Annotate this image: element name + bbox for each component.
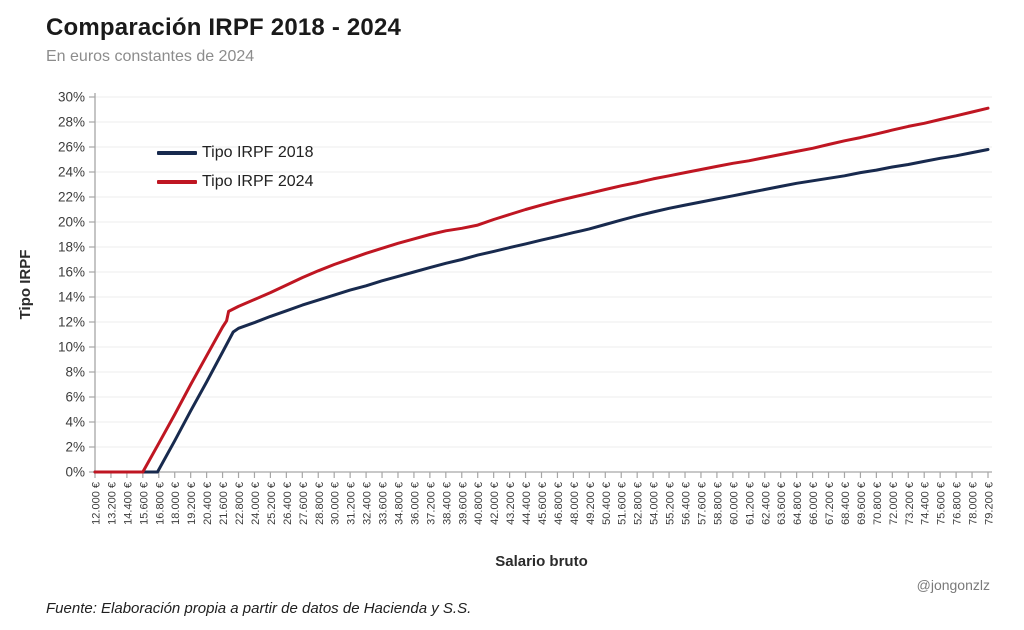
- y-tick-label: 24%: [58, 165, 85, 180]
- x-tick-label: 64.800 €: [792, 482, 804, 525]
- x-tick-label: 38.400 €: [441, 482, 453, 525]
- x-tick-label: 13.200 €: [106, 482, 118, 525]
- y-tick-label: 14%: [58, 290, 85, 305]
- x-tick-label: 37.200 €: [425, 482, 437, 525]
- y-tick-label: 4%: [65, 415, 85, 430]
- x-tick-label: 67.200 €: [824, 482, 836, 525]
- x-tick-label: 69.600 €: [856, 482, 868, 525]
- series-line-2024: [93, 106, 990, 474]
- y-tick-label: 10%: [58, 340, 85, 355]
- y-tick-label: 8%: [65, 365, 85, 380]
- legend: Tipo IRPF 2018 Tipo IRPF 2024: [157, 144, 313, 191]
- x-tick-label: 36.000 €: [409, 482, 421, 525]
- source-note: Fuente: Elaboración propia a partir de d…: [46, 600, 472, 617]
- x-tick-label: 30.000 €: [330, 482, 342, 525]
- legend-line-swatch-2018: [157, 151, 197, 155]
- y-tick-label: 2%: [65, 440, 85, 455]
- x-tick-label: 20.400 €: [202, 482, 214, 525]
- x-tick-label: 43.200 €: [505, 482, 517, 525]
- series-line-2018: [93, 148, 990, 474]
- x-tick-label: 61.200 €: [744, 482, 756, 525]
- x-tick-label: 16.800 €: [154, 482, 166, 525]
- y-tick-label: 0%: [65, 465, 85, 480]
- legend-label-2018: Tipo IRPF 2018: [202, 144, 314, 161]
- y-tick-label: 28%: [58, 115, 85, 130]
- x-tick-label: 45.600 €: [537, 482, 549, 525]
- chart-subtitle: En euros constantes de 2024: [46, 48, 255, 65]
- x-tick-label: 56.400 €: [681, 482, 693, 525]
- y-tick-label: 18%: [58, 240, 85, 255]
- x-tick-label: 44.400 €: [521, 482, 533, 525]
- legend-item-2024: Tipo IRPF 2024: [157, 173, 313, 191]
- y-tick-label: 16%: [58, 265, 85, 280]
- y-axis-title: Tipo IRPF: [17, 250, 34, 320]
- x-tick-label: 51.600 €: [617, 482, 629, 525]
- y-tick-label: 22%: [58, 190, 85, 205]
- legend-label-2024: Tipo IRPF 2024: [202, 173, 314, 190]
- x-tick-label: 19.200 €: [186, 482, 198, 525]
- x-tick-label: 72.000 €: [888, 482, 900, 525]
- x-tick-label: 34.800 €: [393, 482, 405, 525]
- x-tick-label: 74.400 €: [920, 482, 932, 525]
- x-tick-label: 39.600 €: [457, 482, 469, 525]
- x-tick-label: 55.200 €: [665, 482, 677, 525]
- x-tick-label: 75.600 €: [936, 482, 948, 525]
- x-tick-label: 21.600 €: [218, 482, 230, 525]
- x-tick-label: 78.000 €: [968, 482, 980, 525]
- x-tick-label: 49.200 €: [585, 482, 597, 525]
- author-watermark: @jongonzlz: [916, 577, 990, 593]
- x-tick-label: 60.000 €: [728, 482, 740, 525]
- x-tick-label: 40.800 €: [473, 482, 485, 525]
- x-axis-title: Salario bruto: [495, 553, 588, 570]
- x-tick-label: 50.400 €: [601, 482, 613, 525]
- x-tick-label: 42.000 €: [489, 482, 501, 525]
- x-tick-label: 12.000 €: [91, 482, 103, 525]
- x-tick-label: 76.800 €: [952, 482, 964, 525]
- x-tick-label: 28.800 €: [314, 482, 326, 525]
- x-tick-label: 52.800 €: [633, 482, 645, 525]
- x-tick-label: 79.200 €: [984, 482, 996, 525]
- legend-line-swatch-2024: [157, 180, 197, 184]
- x-tick-label: 33.600 €: [378, 482, 390, 525]
- x-tick-label: 25.200 €: [266, 482, 278, 525]
- x-tick-label: 54.000 €: [649, 482, 661, 525]
- y-tick-label: 30%: [58, 90, 85, 105]
- x-tick-label: 66.000 €: [808, 482, 820, 525]
- x-tick-label: 24.000 €: [250, 482, 262, 525]
- x-tick-label: 58.800 €: [712, 482, 724, 525]
- y-tick-label: 26%: [58, 140, 85, 155]
- x-tick-label: 46.800 €: [553, 482, 565, 525]
- x-tick-label: 68.400 €: [840, 482, 852, 525]
- y-tick-label: 12%: [58, 315, 85, 330]
- x-tick-label: 62.400 €: [760, 482, 772, 525]
- x-tick-label: 63.600 €: [776, 482, 788, 525]
- y-tick-label: 20%: [58, 215, 85, 230]
- legend-item-2018: Tipo IRPF 2018: [157, 144, 313, 162]
- x-tick-label: 15.600 €: [138, 482, 150, 525]
- x-tick-label: 31.200 €: [346, 482, 358, 525]
- x-tick-label: 70.800 €: [872, 482, 884, 525]
- chart-title: Comparación IRPF 2018 - 2024: [46, 14, 402, 41]
- x-tick-label: 73.200 €: [904, 482, 916, 525]
- y-tick-label: 6%: [65, 390, 85, 405]
- x-tick-label: 14.400 €: [122, 482, 134, 525]
- x-tick-label: 32.400 €: [362, 482, 374, 525]
- x-tick-label: 26.400 €: [282, 482, 294, 525]
- x-tick-label: 48.000 €: [569, 482, 581, 525]
- x-tick-label: 18.000 €: [170, 482, 182, 525]
- x-tick-label: 57.600 €: [696, 482, 708, 525]
- x-tick-label: 27.600 €: [298, 482, 310, 525]
- x-tick-label: 22.800 €: [234, 482, 246, 525]
